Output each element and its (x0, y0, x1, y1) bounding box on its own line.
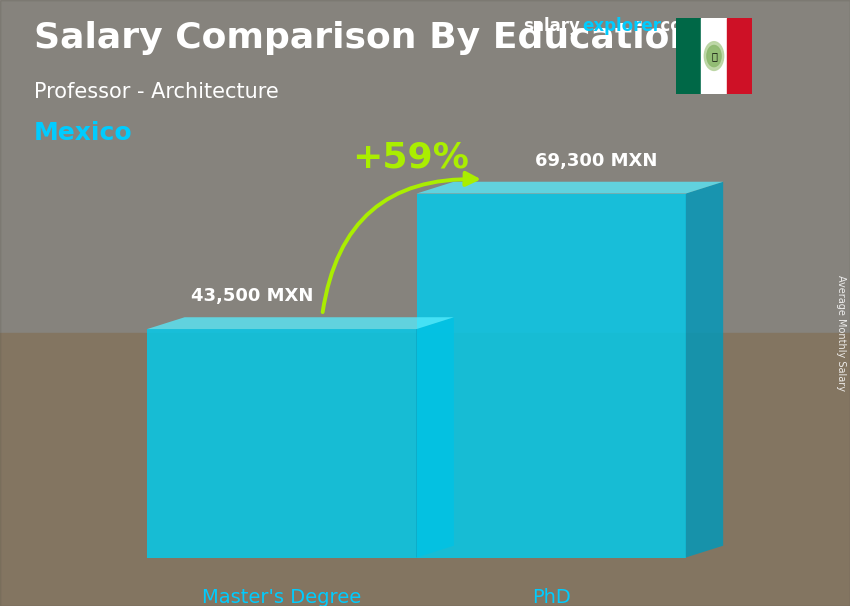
Bar (727, 18, 752, 94)
Polygon shape (686, 182, 723, 558)
Text: salary: salary (523, 17, 580, 35)
Bar (676, 18, 701, 94)
Text: 🦅: 🦅 (711, 51, 717, 61)
Polygon shape (147, 329, 416, 558)
Text: Salary Comparison By Education: Salary Comparison By Education (34, 21, 695, 55)
Circle shape (707, 45, 721, 67)
Text: Mexico: Mexico (34, 121, 133, 145)
Polygon shape (416, 318, 454, 558)
Bar (0, 0, 850, 333)
Text: 69,300 MXN: 69,300 MXN (535, 152, 657, 170)
Text: PhD: PhD (532, 588, 570, 606)
Text: Professor - Architecture: Professor - Architecture (34, 82, 279, 102)
Text: Average Monthly Salary: Average Monthly Salary (836, 275, 846, 391)
Text: +59%: +59% (352, 141, 469, 175)
Text: 43,500 MXN: 43,500 MXN (190, 287, 313, 305)
Bar (0, 333, 850, 606)
Polygon shape (416, 193, 686, 558)
Polygon shape (147, 318, 454, 329)
Bar (701, 18, 727, 94)
Polygon shape (416, 182, 723, 193)
Circle shape (705, 42, 723, 70)
Text: .com: .com (654, 17, 700, 35)
Text: explorer: explorer (582, 17, 661, 35)
Text: Master's Degree: Master's Degree (202, 588, 361, 606)
